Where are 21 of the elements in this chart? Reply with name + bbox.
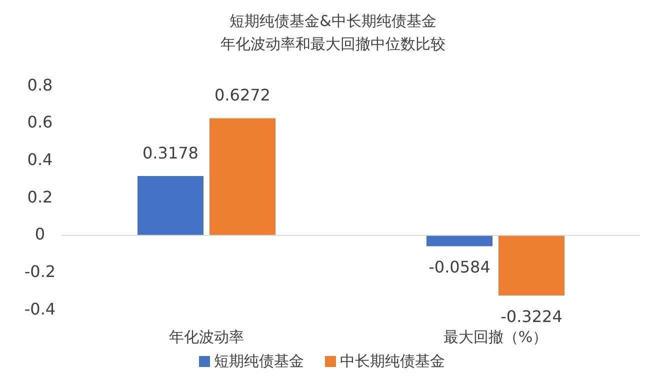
chart-title: 短期纯债基金&中长期纯债基金: [230, 12, 436, 30]
y-tick-label: 0.6: [27, 112, 53, 132]
bar: [138, 176, 204, 236]
y-tick-label: 0: [34, 224, 46, 244]
bar: [426, 235, 492, 246]
data-label: -0.3224: [500, 306, 562, 326]
x-tick-label: 最大回撤（%）: [443, 328, 548, 346]
data-label: 0.6272: [214, 86, 270, 105]
y-tick-label: -0.2: [24, 262, 56, 282]
y-tick-label: -0.4: [24, 299, 56, 318]
y-tick-label: 0.4: [27, 150, 53, 170]
legend-label: 短期纯债基金: [214, 352, 304, 370]
x-tick-label: 年化波动率: [169, 328, 244, 346]
data-label: -0.0584: [428, 258, 490, 277]
bar: [498, 235, 564, 296]
y-tick-label: 0.8: [27, 75, 53, 94]
bar: [210, 118, 276, 236]
legend-label: 中长期纯债基金: [340, 352, 445, 370]
data-label: 0.3178: [142, 143, 198, 162]
y-tick-label: 0.2: [27, 187, 53, 206]
chart-subtitle: 年化波动率和最大回撤中位数比较: [220, 35, 446, 54]
